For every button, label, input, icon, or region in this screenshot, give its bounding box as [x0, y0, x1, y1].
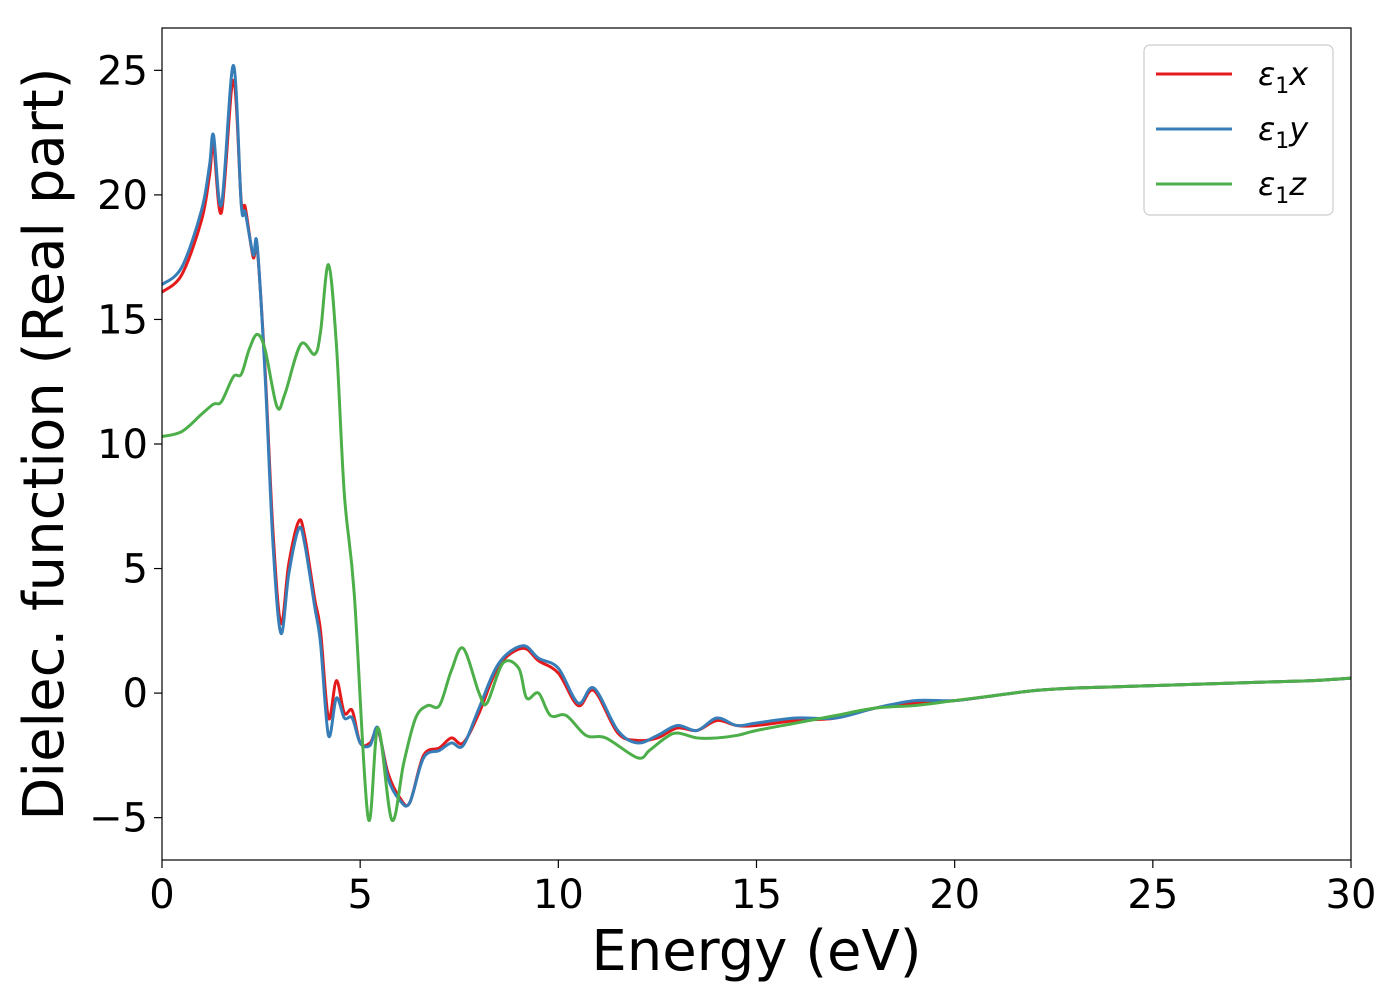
x-tick-label: 25 — [1127, 872, 1178, 918]
x-tick-label: 20 — [929, 872, 980, 918]
legend-box — [1143, 44, 1334, 216]
legend-label-z: ε1z — [1258, 165, 1307, 209]
y-tick-label: 0 — [123, 671, 148, 717]
x-tick-label: 30 — [1326, 872, 1377, 918]
x-tick-label: 10 — [533, 872, 584, 918]
series-line-y — [162, 63, 1351, 808]
y-tick-label: −5 — [89, 796, 148, 842]
series-layer — [162, 63, 1351, 823]
series-line-z — [162, 263, 1351, 823]
y-tick-label: 15 — [97, 297, 148, 343]
y-tick-label: 20 — [97, 173, 148, 219]
x-axis-ticks: 0 5 10 15 20 25 30 — [149, 860, 1376, 918]
x-axis-title: Energy (eV) — [591, 919, 921, 984]
x-tick-label: 5 — [347, 872, 372, 918]
x-tick-label: 0 — [149, 872, 174, 918]
y-axis-title: Dielec. function (Real part) — [12, 67, 77, 820]
y-tick-label: 25 — [97, 48, 148, 94]
x-tick-label: 15 — [731, 872, 782, 918]
y-tick-label: 5 — [123, 547, 148, 593]
legend-label-y: ε1y — [1258, 110, 1309, 154]
y-tick-label: 10 — [97, 422, 148, 468]
legend: ε1x ε1y ε1z — [1143, 44, 1334, 216]
legend-label-x: ε1x — [1258, 55, 1309, 99]
y-axis-ticks: −5 0 5 10 15 20 25 — [89, 48, 162, 842]
